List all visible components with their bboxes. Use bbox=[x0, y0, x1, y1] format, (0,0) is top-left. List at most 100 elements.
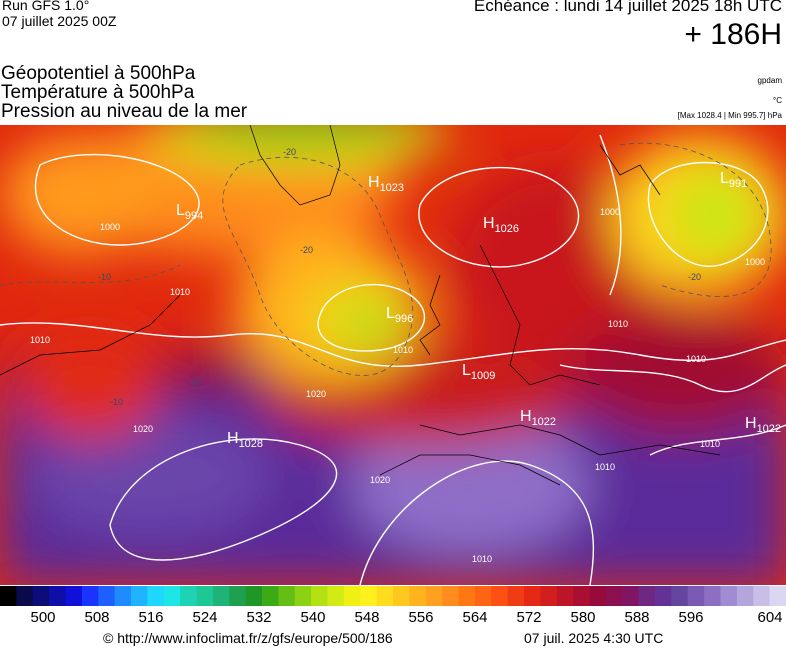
color-swatch bbox=[622, 586, 640, 606]
isobar-label: 1010 bbox=[30, 335, 50, 345]
high-pressure-center: H1022 bbox=[520, 408, 556, 428]
isobar-label: 1020 bbox=[370, 475, 390, 485]
pressure-extremes: [Max 1028.4 | Min 995.7] hPa bbox=[677, 111, 782, 120]
temperature-label: -20 bbox=[283, 147, 296, 157]
color-scale-tick-label: 572 bbox=[516, 609, 542, 626]
color-swatch bbox=[491, 586, 509, 606]
isobar-label: 1010 bbox=[393, 345, 413, 355]
color-scale-tick-label: 580 bbox=[570, 609, 596, 626]
color-scale-tick-label: 532 bbox=[246, 609, 272, 626]
color-swatch bbox=[605, 586, 623, 606]
coastlines bbox=[0, 125, 721, 486]
color-swatch bbox=[343, 586, 361, 606]
source-url: © http://www.infoclimat.fr/z/gfs/europe/… bbox=[103, 630, 393, 646]
isobar-label: 1020 bbox=[306, 389, 326, 399]
color-swatch bbox=[262, 586, 279, 606]
run-date: 07 juillet 2025 00Z bbox=[2, 13, 117, 29]
color-swatch bbox=[589, 586, 607, 606]
temperature-label: -20 bbox=[688, 272, 701, 282]
color-swatch bbox=[376, 586, 394, 606]
color-scale-tick-label: 508 bbox=[84, 609, 110, 626]
color-swatch bbox=[196, 586, 214, 606]
temperature-label: -10 bbox=[110, 397, 123, 407]
color-scale-tick-label: 588 bbox=[624, 609, 650, 626]
color-swatch bbox=[180, 586, 198, 606]
color-swatch bbox=[556, 586, 574, 606]
color-swatch bbox=[687, 586, 705, 606]
isobars bbox=[0, 134, 786, 585]
isobar-label: 1010 bbox=[700, 439, 720, 449]
color-swatch bbox=[131, 586, 148, 606]
high-pressure-center: H1023 bbox=[368, 174, 404, 194]
color-swatch bbox=[573, 586, 591, 606]
temperature-label: -10 bbox=[98, 272, 111, 282]
color-swatch bbox=[294, 586, 312, 606]
generated-time: 07 juil. 2025 4:30 UTC bbox=[524, 630, 664, 646]
color-scale-ticks: 500 508 516 524 532 540 548 556 564 572 580 588 596 6… bbox=[0, 609, 786, 627]
isobar-label: 1010 bbox=[595, 462, 615, 472]
isobar-label: 1000 bbox=[745, 257, 765, 267]
weather-map: H1023 H1026 H1028 H1022 H1022 L991 L996 L1009 L9… bbox=[0, 125, 786, 585]
color-swatch bbox=[393, 586, 410, 606]
color-swatch bbox=[327, 586, 345, 606]
color-swatch bbox=[507, 586, 525, 606]
unit-gpdam: gpdam bbox=[757, 76, 782, 85]
color-scale-tick-label: 524 bbox=[192, 609, 218, 626]
color-swatch bbox=[147, 586, 165, 606]
color-swatch bbox=[638, 586, 656, 606]
color-swatch bbox=[98, 586, 116, 606]
color-scale-tick-label: 516 bbox=[138, 609, 164, 626]
isobar-label: 1010 bbox=[608, 319, 628, 329]
color-swatch bbox=[212, 586, 230, 606]
color-swatch bbox=[16, 586, 34, 606]
high-pressure-center: H1026 bbox=[483, 215, 519, 235]
low-pressure-center: L991 bbox=[720, 170, 747, 190]
color-swatch bbox=[540, 586, 558, 606]
color-swatch bbox=[442, 586, 460, 606]
color-swatch bbox=[65, 586, 83, 606]
color-swatch bbox=[245, 586, 263, 606]
color-scale-tick-label: 540 bbox=[300, 609, 326, 626]
low-pressure-center: L994 bbox=[176, 202, 203, 222]
color-scale-tick-label: 556 bbox=[408, 609, 434, 626]
color-swatch bbox=[409, 586, 427, 606]
color-scale-tick-label: 564 bbox=[462, 609, 488, 626]
color-swatch bbox=[360, 586, 378, 606]
color-swatch bbox=[720, 586, 738, 606]
color-swatch bbox=[32, 586, 50, 606]
unit-celsius: °C bbox=[773, 96, 782, 105]
color-swatch bbox=[704, 586, 722, 606]
color-scale bbox=[0, 586, 786, 606]
isobar-label: 1000 bbox=[600, 207, 620, 217]
color-swatch bbox=[229, 586, 247, 606]
run-title: Run GFS 1.0° bbox=[2, 0, 90, 13]
color-swatch bbox=[0, 586, 17, 606]
color-swatch bbox=[49, 586, 67, 606]
color-scale-tick-label: 500 bbox=[30, 609, 56, 626]
isobar-label: 1020 bbox=[133, 424, 153, 434]
high-pressure-center: H1028 bbox=[227, 430, 263, 450]
color-swatch bbox=[474, 586, 492, 606]
high-pressure-center: H1022 bbox=[745, 415, 781, 435]
color-swatch bbox=[736, 586, 754, 606]
temperature-label: -20 bbox=[300, 245, 313, 255]
isobar-label: 1000 bbox=[100, 222, 120, 232]
layer-title-temperature: Température à 500hPa bbox=[1, 82, 195, 103]
color-swatch bbox=[311, 586, 329, 606]
color-swatch bbox=[655, 586, 672, 606]
layer-title-geopotential: Géopotentiel à 500hPa bbox=[1, 63, 196, 84]
color-swatch bbox=[753, 586, 771, 606]
color-swatch bbox=[524, 586, 541, 606]
layer-title-pressure: Pression au niveau de la mer bbox=[1, 101, 248, 122]
forecast-valid-time: Echéance : lundi 14 juillet 2025 18h UTC bbox=[473, 0, 782, 15]
low-pressure-center: L996 bbox=[386, 305, 413, 325]
temperature-label: -10 bbox=[188, 377, 201, 387]
color-scale-tick-label: 604 bbox=[757, 609, 783, 626]
color-swatch bbox=[425, 586, 443, 606]
color-swatch bbox=[81, 586, 99, 606]
color-scale-tick-label: 548 bbox=[354, 609, 380, 626]
color-swatch bbox=[458, 586, 476, 606]
isobar-label: 1010 bbox=[472, 554, 492, 564]
isobar-label: 1010 bbox=[686, 354, 706, 364]
isobar-label: 1010 bbox=[170, 287, 190, 297]
